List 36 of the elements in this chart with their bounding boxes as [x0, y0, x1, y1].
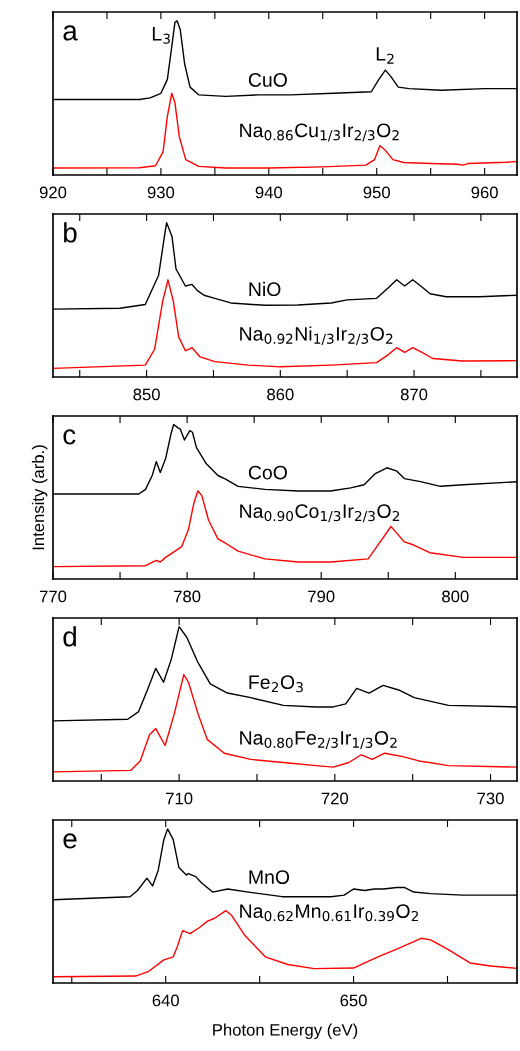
series-label: Fe$_{2}$O$_{3}$: [249, 675, 303, 693]
series-label: CuO: [248, 73, 287, 87]
x-tick-label: 640: [152, 994, 179, 1007]
series-label: NiO: [249, 281, 281, 297]
chart-title: c: [63, 429, 76, 445]
series-label: CoO: [248, 465, 287, 480]
annotation: L$_{3}$: [152, 27, 170, 44]
series-label: Na$_{0.80}$Fe$_{2/3}$Ir$_{1/3}$O$_{2}$: [240, 730, 397, 750]
x-tick-label: 930: [147, 186, 175, 199]
series-label: Na$_{0.90}$Co$_{1/3}$Ir$_{2/3}$O$_{2}$: [240, 504, 400, 523]
chart-title: e: [63, 833, 77, 849]
x-tick-label: 960: [471, 186, 498, 199]
x-tick-label: 780: [174, 590, 201, 603]
chart-title: a: [63, 25, 78, 41]
x-tick-label: 850: [133, 388, 160, 401]
series-label: MnO: [249, 870, 290, 884]
chart-title: d: [63, 626, 76, 647]
x-tick-label: 720: [321, 792, 349, 805]
x-tick-label: 870: [400, 388, 428, 401]
series-label: Na$_{0.62}$Mn$_{0.61}$Ir$_{0.39}$O$_{2}$: [240, 904, 419, 922]
x-tick-label: 650: [340, 994, 367, 1007]
chart-title: b: [64, 222, 77, 243]
x-tick-label: 800: [442, 590, 469, 603]
y-axis-title: Intensity (arb.): [31, 445, 48, 550]
annotation: L$_{2}$: [376, 47, 394, 64]
x-tick-label: 860: [267, 388, 294, 401]
x-tick-label: 790: [308, 590, 335, 603]
x-tick-label: 770: [39, 590, 67, 603]
x-tick-label: 940: [255, 186, 283, 199]
x-tick-label: 730: [477, 792, 504, 805]
x-axis-title: Photon Energy (eV): [213, 1023, 358, 1040]
series-label: Na$_{0.86}$Cu$_{1/3}$Ir$_{2/3}$O$_{2}$: [240, 123, 399, 142]
x-tick-label: 710: [166, 792, 193, 805]
x-tick-label: 920: [39, 186, 67, 199]
series-label: Na$_{0.92}$Ni$_{1/3}$Ir$_{2/3}$O$_{2}$: [240, 326, 393, 345]
x-tick-label: 950: [363, 186, 390, 199]
